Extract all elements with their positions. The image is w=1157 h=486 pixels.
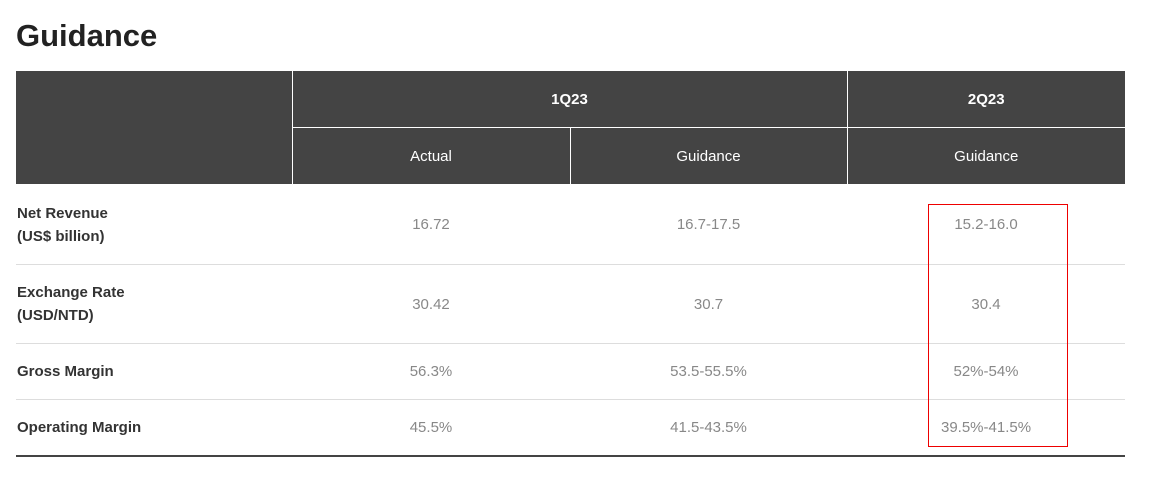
cell: 30.42 <box>292 264 570 344</box>
table-row: Gross Margin 56.3% 53.5-55.5% 52%-54% <box>16 343 1126 400</box>
header-1q23: 1Q23 <box>291 71 848 128</box>
row-label: Exchange Rate (USD/NTD) <box>16 264 292 344</box>
cell: 16.72 <box>292 184 570 265</box>
header-2q23: 2Q23 <box>846 71 1126 128</box>
cell: 16.7-17.5 <box>570 184 848 265</box>
table-row: Exchange Rate (USD/NTD) 30.42 30.7 30.4 <box>16 264 1126 344</box>
cell: 53.5-55.5% <box>570 343 848 400</box>
page-title: Guidance <box>16 18 158 53</box>
subheader-guidance-1q23: Guidance <box>569 127 848 185</box>
row-label: Gross Margin <box>16 343 292 400</box>
cell: 15.2-16.0 <box>847 184 1126 265</box>
cell: 30.4 <box>847 264 1126 344</box>
cell: 41.5-43.5% <box>570 399 848 457</box>
cell: 45.5% <box>292 399 570 457</box>
cell: 30.7 <box>570 264 848 344</box>
row-label: Net Revenue (US$ billion) <box>16 184 292 265</box>
row-label: Operating Margin <box>16 399 292 457</box>
subheader-actual: Actual <box>291 127 571 185</box>
cell: 52%-54% <box>847 343 1126 400</box>
subheader-guidance-2q23: Guidance <box>846 127 1126 185</box>
table-row: Operating Margin 45.5% 41.5-43.5% 39.5%-… <box>16 399 1126 457</box>
highlight-box <box>928 204 1068 447</box>
table-row: Net Revenue (US$ billion) 16.72 16.7-17.5… <box>16 184 1126 265</box>
cell: 56.3% <box>292 343 570 400</box>
guidance-table: 1Q23 2Q23 Actual Guidance Guidance Net R… <box>16 71 1126 457</box>
cell: 39.5%-41.5% <box>847 399 1126 457</box>
header-empty <box>16 71 293 185</box>
